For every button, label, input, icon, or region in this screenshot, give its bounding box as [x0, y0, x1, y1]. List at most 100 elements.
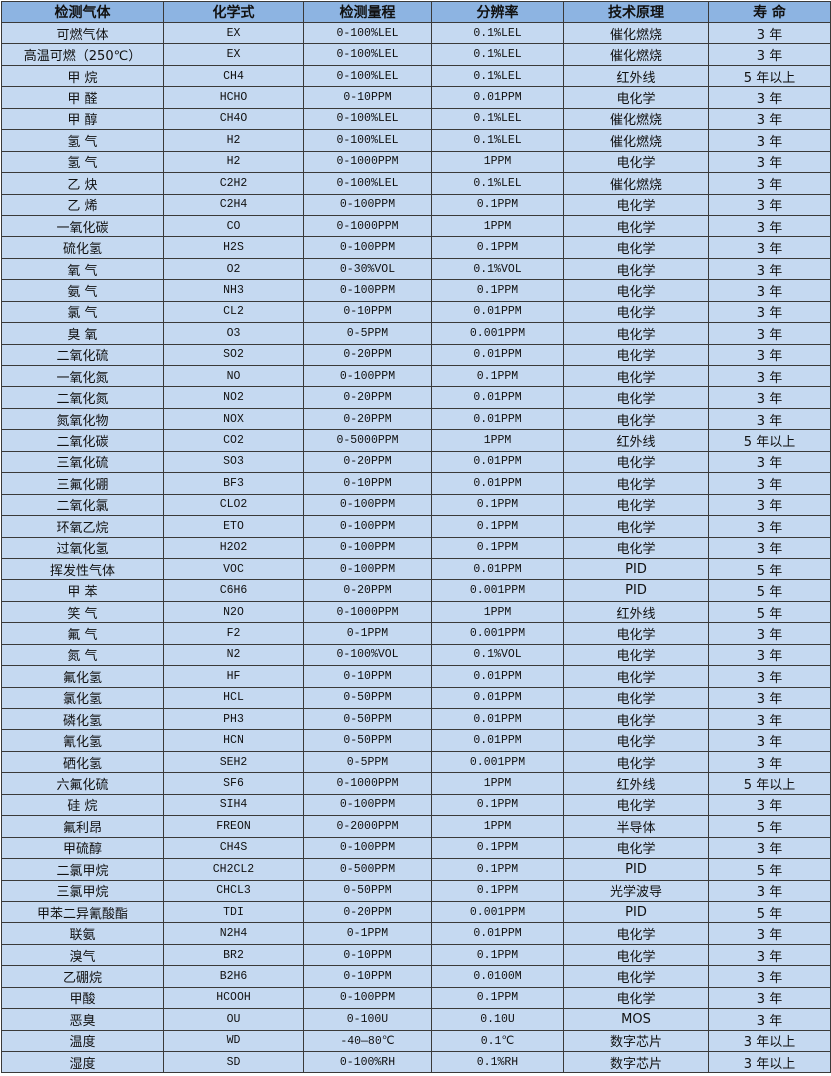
lifespan-cell: 5 年以上	[708, 429, 831, 452]
technical-principle-cell: 红外线	[563, 600, 709, 624]
resolution-cell: 0.01PPM	[431, 707, 564, 731]
chemical-formula-cell: C6H6	[163, 579, 304, 602]
header-range: 检测量程	[303, 1, 432, 23]
chemical-formula-cell: SD	[163, 1050, 304, 1074]
detection-range-cell: 0-10PPM	[303, 300, 432, 324]
gas-name-cell: 笑 气	[1, 600, 164, 624]
table-row: 氟化氢 HF 0-10PPM 0.01PPM 电化学 3 年	[1, 665, 831, 688]
table-row: 甲 醇 CH4O 0-100%LEL 0.1%LEL 催化燃烧 3 年	[1, 107, 831, 131]
technical-principle-cell: 红外线	[563, 429, 709, 452]
detection-range-cell: 0-20PPM	[303, 343, 432, 367]
lifespan-cell: 3 年	[708, 536, 831, 559]
chemical-formula-cell: H2	[163, 129, 304, 152]
detection-range-cell: 0-100%VOL	[303, 643, 432, 667]
table-row: 硫化氢 H2S 0-100PPM 0.1PPM 电化学 3 年	[1, 236, 831, 259]
chemical-formula-cell: TDI	[163, 900, 304, 924]
technical-principle-cell: 电化学	[563, 750, 709, 774]
gas-name-cell: 氟 气	[1, 622, 164, 645]
lifespan-cell: 3 年	[708, 686, 831, 710]
gas-name-cell: 磷化氢	[1, 707, 164, 731]
gas-name-cell: 氧 气	[1, 257, 164, 281]
chemical-formula-cell: CL2	[163, 300, 304, 324]
gas-name-cell: 高温可燃（250℃）	[1, 43, 164, 66]
detection-range-cell: 0-1PPM	[303, 922, 432, 945]
gas-name-cell: 甲 烷	[1, 64, 164, 88]
lifespan-cell: 3 年	[708, 322, 831, 345]
lifespan-cell: 3 年	[708, 450, 831, 474]
detection-range-cell: 0-100PPM	[303, 986, 432, 1010]
resolution-cell: 0.01PPM	[431, 300, 564, 324]
technical-principle-cell: 光学波导	[563, 879, 709, 902]
resolution-cell: 0.1PPM	[431, 943, 564, 967]
chemical-formula-cell: HCL	[163, 686, 304, 710]
chemical-formula-cell: HCHO	[163, 86, 304, 109]
chemical-formula-cell: B2H6	[163, 965, 304, 988]
detection-range-cell: 0-20PPM	[303, 386, 432, 409]
technical-principle-cell: 半导体	[563, 815, 709, 838]
technical-principle-cell: 电化学	[563, 193, 709, 216]
gas-name-cell: 氟利昂	[1, 815, 164, 838]
resolution-cell: 0.1%LEL	[431, 107, 564, 131]
table-row: 一氧化氮 NO 0-100PPM 0.1PPM 电化学 3 年	[1, 364, 831, 388]
technical-principle-cell: 红外线	[563, 64, 709, 88]
resolution-cell: 0.1PPM	[431, 879, 564, 902]
lifespan-cell: 3 年	[708, 836, 831, 860]
lifespan-cell: 3 年	[708, 493, 831, 517]
chemical-formula-cell: CLO2	[163, 493, 304, 517]
chemical-formula-cell: C2H4	[163, 193, 304, 216]
chemical-formula-cell: N2O	[163, 600, 304, 624]
detection-range-cell: 0-20PPM	[303, 450, 432, 474]
chemical-formula-cell: BF3	[163, 472, 304, 495]
resolution-cell: 0.01PPM	[431, 343, 564, 367]
chemical-formula-cell: FREON	[163, 815, 304, 838]
gas-name-cell: 恶臭	[1, 1008, 164, 1031]
chemical-formula-cell: SF6	[163, 772, 304, 795]
resolution-cell: 0.1PPM	[431, 986, 564, 1010]
detection-range-cell: 0-100PPM	[303, 279, 432, 302]
technical-principle-cell: 催化燃烧	[563, 43, 709, 66]
table-row: 磷化氢 PH3 0-50PPM 0.01PPM 电化学 3 年	[1, 707, 831, 731]
table-row: 六氟化硫 SF6 0-1000PPM 1PPM 红外线 5 年以上	[1, 772, 831, 795]
detection-range-cell: 0-100%LEL	[303, 43, 432, 66]
chemical-formula-cell: SO2	[163, 343, 304, 367]
table-row: 二氧化氯 CLO2 0-100PPM 0.1PPM 电化学 3 年	[1, 493, 831, 517]
detection-range-cell: 0-100%LEL	[303, 21, 432, 45]
technical-principle-cell: PID	[563, 579, 709, 602]
gas-name-cell: 三氧化硫	[1, 450, 164, 474]
resolution-cell: 0.10U	[431, 1008, 564, 1031]
lifespan-cell: 5 年	[708, 600, 831, 624]
technical-principle-cell: 电化学	[563, 943, 709, 967]
gas-name-cell: 三氟化硼	[1, 472, 164, 495]
gas-name-cell: 温度	[1, 1029, 164, 1053]
chemical-formula-cell: N2H4	[163, 922, 304, 945]
chemical-formula-cell: CH2CL2	[163, 858, 304, 881]
lifespan-cell: 3 年以上	[708, 1029, 831, 1053]
chemical-formula-cell: CH4O	[163, 107, 304, 131]
gas-name-cell: 甲苯二异氰酸酯	[1, 900, 164, 924]
gas-name-cell: 乙 炔	[1, 172, 164, 195]
lifespan-cell: 3 年以上	[708, 1050, 831, 1074]
table-row: 乙 烯 C2H4 0-100PPM 0.1PPM 电化学 3 年	[1, 193, 831, 216]
resolution-cell: 0.001PPM	[431, 622, 564, 645]
lifespan-cell: 5 年	[708, 815, 831, 838]
gas-name-cell: 过氧化氢	[1, 536, 164, 559]
detection-range-cell: 0-50PPM	[303, 729, 432, 752]
technical-principle-cell: 电化学	[563, 279, 709, 302]
lifespan-cell: 3 年	[708, 214, 831, 238]
detection-range-cell: 0-20PPM	[303, 900, 432, 924]
lifespan-cell: 5 年	[708, 579, 831, 602]
table-row: 二氧化氮 NO2 0-20PPM 0.01PPM 电化学 3 年	[1, 386, 831, 409]
lifespan-cell: 3 年	[708, 364, 831, 388]
detection-range-cell: 0-100%LEL	[303, 172, 432, 195]
table-row: 氢 气 H2 0-1000PPM 1PPM 电化学 3 年	[1, 150, 831, 174]
detection-range-cell: 0-100PPM	[303, 515, 432, 538]
table-row: 氧 气 O2 0-30%VOL 0.1%VOL 电化学 3 年	[1, 257, 831, 281]
gas-name-cell: 联氨	[1, 922, 164, 945]
header-gas: 检测气体	[1, 1, 164, 23]
technical-principle-cell: PID	[563, 858, 709, 881]
technical-principle-cell: 电化学	[563, 407, 709, 431]
lifespan-cell: 3 年	[708, 236, 831, 259]
table-row: 硒化氢 SEH2 0-5PPM 0.001PPM 电化学 3 年	[1, 750, 831, 774]
resolution-cell: 0.0100M	[431, 965, 564, 988]
table-row: 氮氧化物 NOX 0-20PPM 0.01PPM 电化学 3 年	[1, 407, 831, 431]
